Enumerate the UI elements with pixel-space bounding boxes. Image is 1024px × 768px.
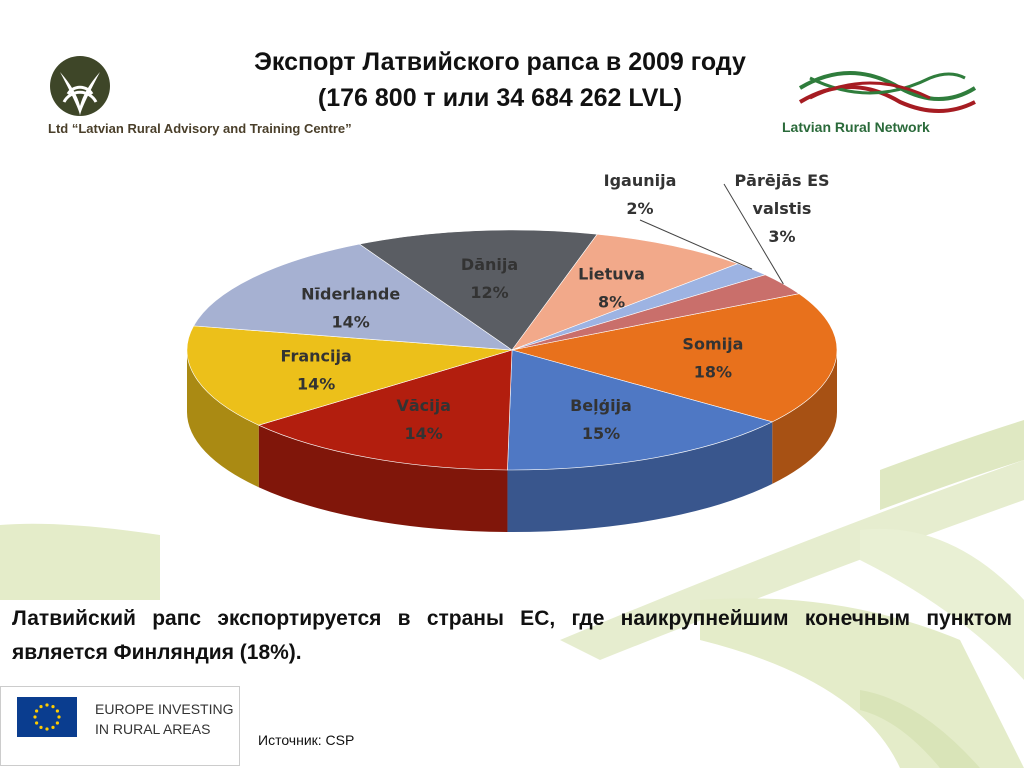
pie-leader-8 [723, 183, 784, 285]
pie-labels: Somija 18% Beļģija 15% Vācija 14% Francija 14% N… [281, 171, 830, 443]
pie-slice-5 [358, 229, 598, 351]
pie-label-8: Pārējās ES valstis 3% [734, 171, 829, 246]
rural-network-logo [798, 71, 977, 113]
pie-sides [187, 350, 837, 532]
pie-leader-7 [639, 219, 753, 270]
eu-badge: EUROPE INVESTING IN RURAL AREAS [0, 686, 240, 766]
eu-badge-line-2: IN RURAL AREAS [95, 721, 211, 737]
pie-label-5: Dānija 12% [461, 255, 518, 302]
source-note: Источник: CSP [258, 732, 355, 748]
pie-side-2 [258, 425, 508, 532]
summary-text: Латвийский рапс экспортируется в страны … [12, 607, 1012, 664]
pie-label-6: Lietuva 8% [578, 264, 645, 311]
organization-name: Ltd “Latvian Rural Advisory and Training… [48, 121, 352, 136]
eu-badge-text: EUROPE INVESTING IN RURAL AREAS [95, 699, 233, 739]
pie-side-0 [772, 350, 837, 484]
pie-leader-lines [639, 183, 784, 285]
pie-side-1 [507, 421, 773, 532]
pie-slice-6 [511, 233, 739, 351]
network-name: Latvian Rural Network [782, 119, 930, 135]
pie-slice-0 [511, 293, 838, 423]
pie-label-2: Vācija 14% [396, 396, 450, 443]
title-line-2: (176 800 т или 34 684 262 LVL) [317, 84, 683, 112]
pie-side-3 [187, 350, 259, 488]
eu-flag-icon [17, 697, 77, 737]
title-line-1: Экспорт Латвийского рапса в 2009 году [254, 48, 746, 76]
pie-slice-1 [507, 349, 774, 471]
pie-label-1: Beļģija 15% [570, 396, 632, 443]
pie-label-7: Igaunija 2% [604, 171, 677, 218]
pie-label-3: Francija 14% [281, 346, 352, 393]
pie-slices [186, 229, 838, 471]
export-pie-chart: Somija 18% Beļģija 15% Vācija 14% Francija 14% N… [186, 171, 838, 532]
pie-slice-2 [257, 349, 513, 471]
pie-label-0: Somija 18% [682, 335, 743, 382]
page-title: Экспорт Латвийского рапса в 2009 году (1… [200, 44, 800, 116]
pie-slice-3 [186, 325, 513, 426]
eu-badge-line-1: EUROPE INVESTING [95, 701, 234, 717]
advisory-centre-logo [50, 56, 110, 116]
pie-label-4: Nīderlande 14% [301, 284, 400, 331]
pie-slice-4 [193, 243, 514, 351]
